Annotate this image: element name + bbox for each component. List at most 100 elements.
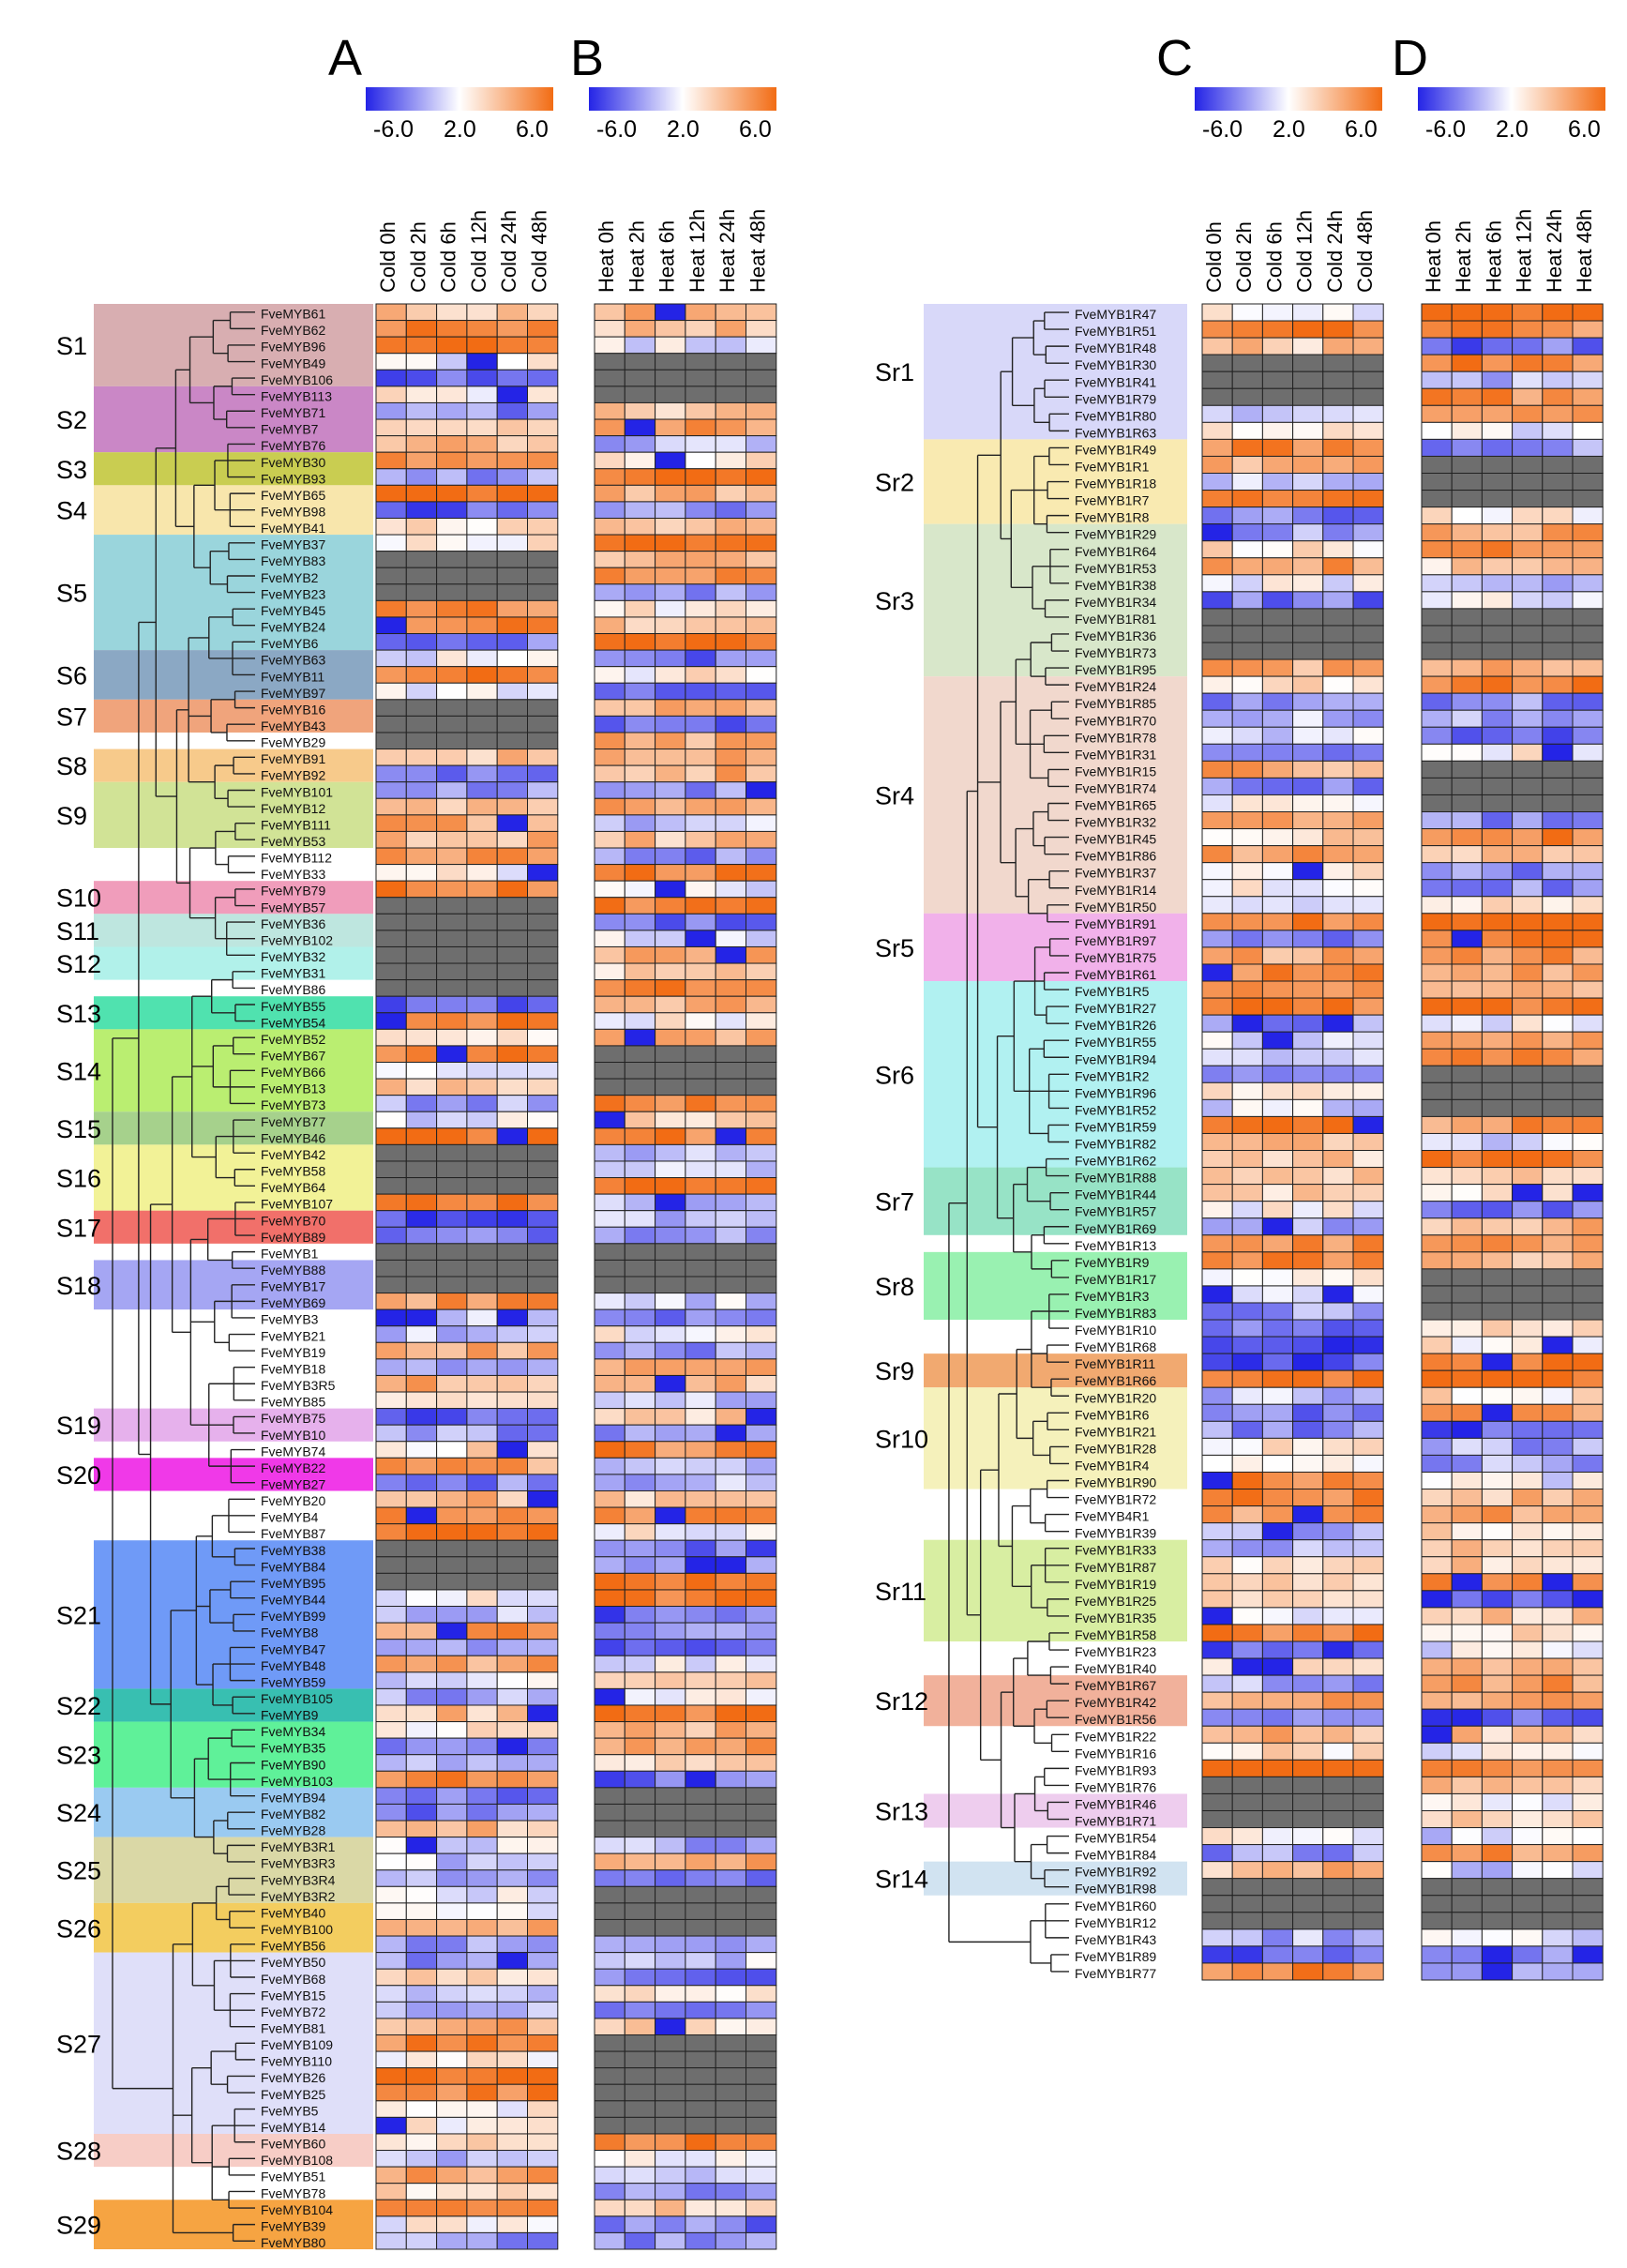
heatmap-cell [715,1704,747,1723]
heatmap-cell [715,1622,747,1641]
heatmap-cell [1231,1945,1263,1964]
heatmap-cell [496,1293,529,1310]
heatmap-cell [1201,1217,1233,1236]
heatmap-cell [685,1820,716,1838]
heatmap-cell [1201,473,1233,491]
heatmap-cell [436,1226,468,1245]
heatmap-cell [1481,963,1514,982]
heatmap-cell [685,1985,716,2003]
heatmap-cell [715,1985,747,2003]
heatmap-cell [436,797,468,816]
heatmap-cell [1292,862,1324,881]
heatmap-cell [496,897,529,915]
heatmap-cell [624,1820,656,1838]
gene-label: FveMYB1R36 [1075,628,1156,643]
heatmap-cell [1292,930,1324,948]
heatmap-cell [1201,743,1233,762]
heatmap-cell [1542,1031,1574,1050]
heatmap-cell [746,1308,777,1327]
heatmap-cell [1201,337,1233,355]
heatmap-cell [685,1276,716,1294]
heatmap-cell [405,2050,438,2069]
heatmap-cell [1542,1962,1574,1981]
heatmap-cell [746,913,777,931]
heatmap-cell [1231,1353,1263,1371]
heatmap-cell [405,1523,438,1541]
gene-label: FveMYB1R50 [1075,900,1156,915]
heatmap-cell [1481,1776,1514,1794]
heatmap-cell [685,1539,716,1558]
heatmap-cell [1352,1742,1384,1761]
heatmap-cell [436,1704,468,1723]
gene-label: FveMYB85 [261,1395,325,1410]
heatmap-cell [1421,1353,1453,1371]
heatmap-cell [496,1358,529,1376]
heatmap-cell [746,2199,777,2217]
heatmap-cell [1481,1912,1514,1930]
heatmap-cell [1542,1369,1574,1388]
heatmap-cell [496,2067,529,2085]
heatmap-cell [1261,421,1294,440]
heatmap-cell [685,666,716,684]
heatmap-cell [1201,828,1233,847]
heatmap-cell [527,2116,559,2135]
heatmap-cell [466,682,498,701]
heatmap-cell [1231,1573,1263,1592]
heatmap-cell [1322,760,1354,779]
heatmap-cell [1481,845,1514,864]
heatmap-cell [436,1374,468,1393]
heatmap-cell [466,401,498,420]
heatmap-cell [1261,438,1294,457]
heatmap-cell [746,1457,777,1475]
heatmap-cell [655,1226,686,1245]
heatmap-cell [1261,980,1294,999]
heatmap-cell [1451,1115,1483,1134]
subgroup-label: Sr4 [875,781,914,809]
subgroup-label: Sr5 [875,934,914,962]
subgroup-label: S8 [56,752,87,780]
gene-label: FveMYB1R71 [1075,1814,1156,1829]
heatmap-cell [1421,930,1453,948]
heatmap-cell [496,1687,529,1706]
heatmap-cell [1481,421,1514,440]
heatmap-cell [1292,320,1324,339]
heatmap-cell [685,1506,716,1525]
heatmap-cell [1231,828,1263,847]
heatmap-cell [405,2133,438,2152]
heatmap-cell [496,830,529,849]
heatmap-cell [655,451,686,470]
heatmap-cell [655,2083,686,2102]
heatmap-cell [466,1308,498,1327]
heatmap-cell [1481,1167,1514,1186]
subgroup-label: Sr11 [875,1578,926,1606]
heatmap-cell [1512,1115,1544,1134]
heatmap-cell [1542,1302,1574,1321]
heatmap-cell [1292,1386,1324,1405]
heatmap-cell [1421,1132,1453,1152]
heatmap-cell [1261,404,1294,423]
heatmap-cell [655,2133,686,2152]
heatmap-cell [1352,1437,1384,1456]
heatmap-cell [1421,523,1453,542]
heatmap-cell [685,1754,716,1772]
heatmap-cell [1421,760,1453,779]
heatmap-cell [624,1639,656,1656]
heatmap-cell [1292,963,1324,982]
heatmap-cell [1572,1132,1604,1152]
heatmap-cell [624,1143,656,1162]
heatmap-cell [496,1276,529,1294]
heatmap-cell [1542,1217,1574,1236]
heatmap-cell [405,1869,438,1887]
gene-label: FveMYB1R26 [1075,1018,1156,1033]
heatmap-cell [375,2215,407,2233]
heatmap-cell [624,1671,656,1689]
heatmap-cell [746,1259,777,1278]
heatmap-cell [1352,1285,1384,1304]
heatmap-cell [375,1028,407,1047]
scale-tick-label: -6.0 [1202,116,1243,143]
heatmap-cell [496,2215,529,2233]
heatmap-cell [746,748,777,766]
heatmap-cell [375,551,407,568]
heatmap-cell [1322,1522,1354,1541]
heatmap-cell [655,732,686,750]
